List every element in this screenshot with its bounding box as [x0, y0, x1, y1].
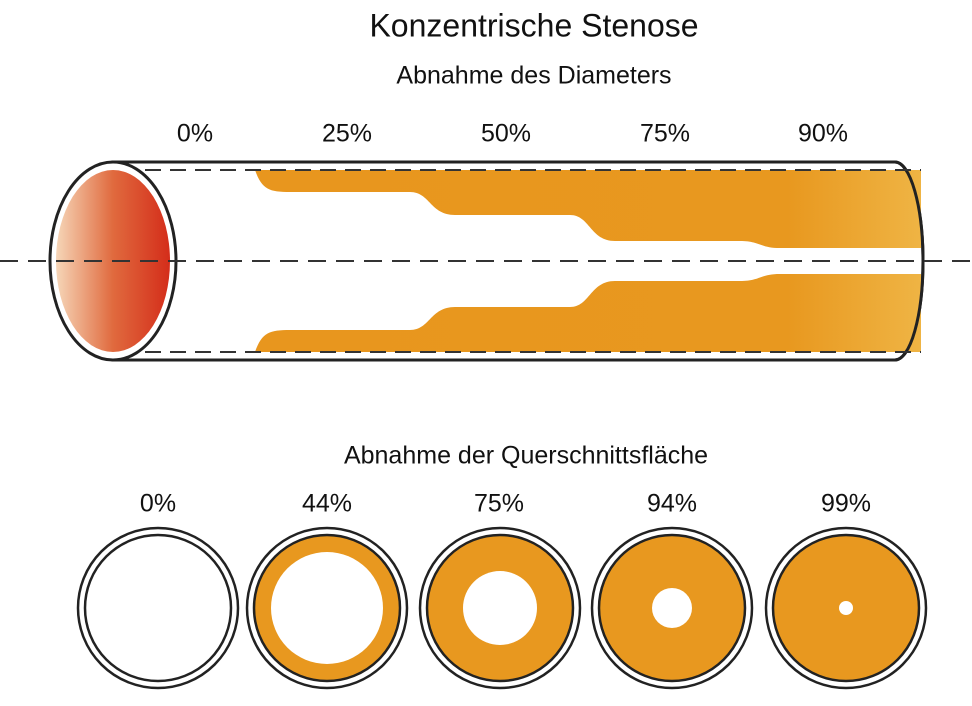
cross-section — [590, 526, 754, 690]
diameter-heading: Abnahme des Diameters — [396, 62, 671, 90]
label: 75% — [640, 120, 690, 148]
title: Konzentrische Stenose — [369, 7, 698, 43]
area-labels: 0% 44% 75% 94% 99% — [140, 490, 871, 518]
cross-section — [418, 526, 582, 690]
label: 25% — [322, 120, 372, 148]
label: 75% — [474, 490, 524, 518]
cross-section — [245, 526, 409, 690]
diameter-labels: 0% 25% 50% 75% 90% — [177, 120, 848, 148]
label: 99% — [821, 490, 871, 518]
cross-section — [764, 526, 928, 690]
label: 50% — [481, 120, 531, 148]
label: 0% — [140, 490, 176, 518]
cross-sections — [76, 526, 928, 690]
label: 94% — [647, 490, 697, 518]
label: 90% — [798, 120, 848, 148]
vessel — [0, 160, 972, 362]
cross-section — [76, 526, 240, 690]
label: 44% — [302, 490, 352, 518]
area-heading: Abnahme der Querschnittsfläche — [344, 442, 708, 470]
label: 0% — [177, 120, 213, 148]
